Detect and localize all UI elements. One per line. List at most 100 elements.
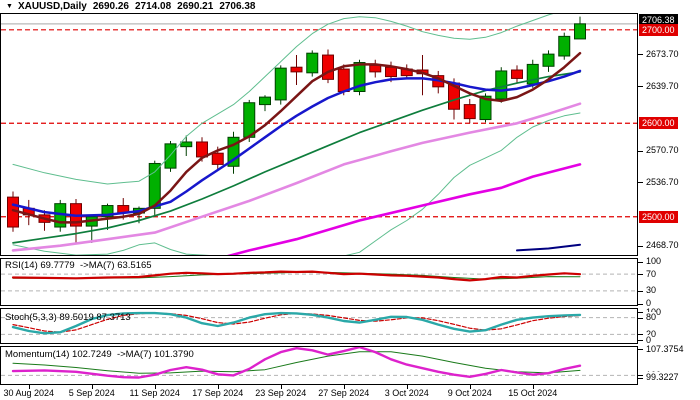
- candle-down: [196, 141, 208, 158]
- price-tick-mark: [638, 54, 643, 56]
- date-label: 27 Sep 2024: [318, 388, 370, 398]
- bollinger-lower: [12, 112, 581, 256]
- candle-down: [511, 69, 523, 79]
- symbol-dropdown-icon[interactable]: ▼: [6, 3, 13, 10]
- date-label: 23 Sep 2024: [255, 388, 307, 398]
- momentum-tick-label: 99.3227: [646, 372, 679, 384]
- rsi-tick-mark: [638, 261, 643, 263]
- stochastic-label: Stoch(5,3,3) 89.5019 87.3713: [5, 312, 131, 323]
- momentum-tick-mark: [638, 375, 643, 377]
- price-tick-label: 2570.70: [646, 145, 679, 157]
- momentum-tick-mark: [638, 377, 643, 379]
- candle-up: [542, 53, 555, 67]
- main-chart-border: [0, 13, 638, 256]
- price-tick-label: 2639.70: [646, 80, 679, 92]
- date-tick-mark: [154, 385, 156, 389]
- date-tick-mark: [280, 385, 282, 389]
- price-tick-mark: [638, 182, 643, 184]
- rsi-tick-label: 0: [646, 298, 652, 309]
- stoch-canvas: [0, 308, 638, 344]
- date-tick-mark: [406, 385, 408, 389]
- rsi-tick-mark: [638, 290, 643, 292]
- date-label: 9 Oct 2024: [447, 388, 492, 398]
- candle-up: [227, 136, 240, 167]
- stoch-tick-label: 20: [646, 328, 657, 340]
- candle-up: [164, 143, 177, 169]
- rsi-tick-mark: [638, 274, 643, 276]
- stoch-tick-label: 100: [646, 306, 662, 318]
- date-tick-mark: [91, 385, 93, 389]
- rsi-tick-label: 30: [646, 285, 657, 297]
- momentum-canvas: [0, 346, 638, 385]
- date-tick-mark: [532, 385, 534, 389]
- momentum-panel[interactable]: Momentum(14) 102.7249 ->MA(7) 101.3790: [0, 346, 638, 385]
- ohlc-open: 2690.26: [92, 1, 129, 12]
- ohlc-close: 2706.38: [219, 1, 256, 12]
- price-level-badge: 2500.00: [639, 210, 678, 223]
- ma-navy-slow: [516, 243, 581, 252]
- stoch-tick-mark: [638, 340, 643, 341]
- candle-up: [243, 102, 256, 138]
- ma-violet: [11, 102, 582, 252]
- date-tick-mark: [28, 385, 30, 389]
- bollinger-upper: [12, 13, 557, 185]
- candle-up: [558, 35, 571, 57]
- rsi-panel[interactable]: RSI(14) 69.7779 ->MA(7) 63.5165: [0, 258, 638, 306]
- candle-down: [385, 66, 397, 78]
- candle-up: [101, 205, 114, 218]
- ma-maroon: [11, 51, 582, 224]
- rsi-line: [11, 270, 582, 282]
- ohlc-high: 2714.08: [135, 1, 172, 12]
- stoch-main: [11, 311, 582, 335]
- momentum-ma: [12, 351, 581, 374]
- symbol-period-label: XAUUSD,Daily: [17, 1, 87, 12]
- stoch-border: [0, 308, 638, 344]
- candle-down: [322, 54, 334, 80]
- date-tick-mark: [217, 385, 219, 389]
- price-level-badge: 2600.00: [639, 117, 678, 130]
- rsi-tick-label: 70: [646, 268, 657, 280]
- price-tick-mark: [638, 150, 643, 152]
- current-price-badge: 2706.38: [639, 14, 678, 26]
- date-tick-mark: [343, 385, 345, 389]
- date-label: 5 Sep 2024: [68, 388, 115, 398]
- main-price-chart[interactable]: [0, 13, 638, 256]
- candle-up: [148, 162, 161, 209]
- stoch-tick-label: 80: [646, 312, 657, 324]
- candle-up: [479, 95, 492, 121]
- price-tick-mark: [638, 86, 643, 88]
- momentum-tick-label: 107.3754: [646, 343, 684, 355]
- rsi-label: RSI(14) 69.7779 ->MA(7) 63.5165: [5, 260, 152, 271]
- ma-blue: [11, 69, 582, 218]
- stochastic-panel[interactable]: Stoch(5,3,3) 89.5019 87.3713: [0, 308, 638, 344]
- price-tick-mark: [638, 245, 643, 247]
- candle-up: [259, 96, 271, 106]
- candle-down: [369, 64, 382, 73]
- rsi-border: [0, 258, 638, 306]
- rsi-tick-mark: [638, 303, 643, 305]
- candle-up: [574, 23, 586, 40]
- candle-up: [274, 67, 287, 101]
- date-label: 30 Aug 2024: [3, 388, 55, 398]
- candle-down: [211, 152, 224, 165]
- rsi-tick-label: 100: [646, 256, 662, 267]
- date-label: 17 Sep 2024: [192, 388, 244, 398]
- momentum-border: [0, 346, 638, 385]
- momentum-label: Momentum(14) 102.7249 ->MA(7) 101.3790: [5, 349, 194, 360]
- candle-down: [290, 66, 303, 73]
- date-tick-mark: [469, 385, 471, 389]
- stoch-tick-label: 0: [646, 334, 652, 346]
- stoch-tick-mark: [638, 312, 643, 313]
- stoch-tick-mark: [638, 317, 643, 319]
- chart-title-bar: ▼ XAUUSD,Daily 2690.26 2714.08 2690.21 2…: [6, 0, 255, 13]
- date-label: 15 Oct 2024: [508, 388, 558, 398]
- candle-up: [353, 62, 366, 93]
- date-label: 3 Oct 2024: [384, 388, 429, 398]
- momentum-line: [11, 346, 582, 379]
- candle-down: [337, 68, 350, 93]
- date-label: 11 Sep 2024: [129, 388, 180, 398]
- main-chart-canvas: [0, 13, 638, 256]
- price-tick-label: 2536.70: [646, 176, 679, 188]
- price-tick-label: 2468.70: [646, 240, 679, 252]
